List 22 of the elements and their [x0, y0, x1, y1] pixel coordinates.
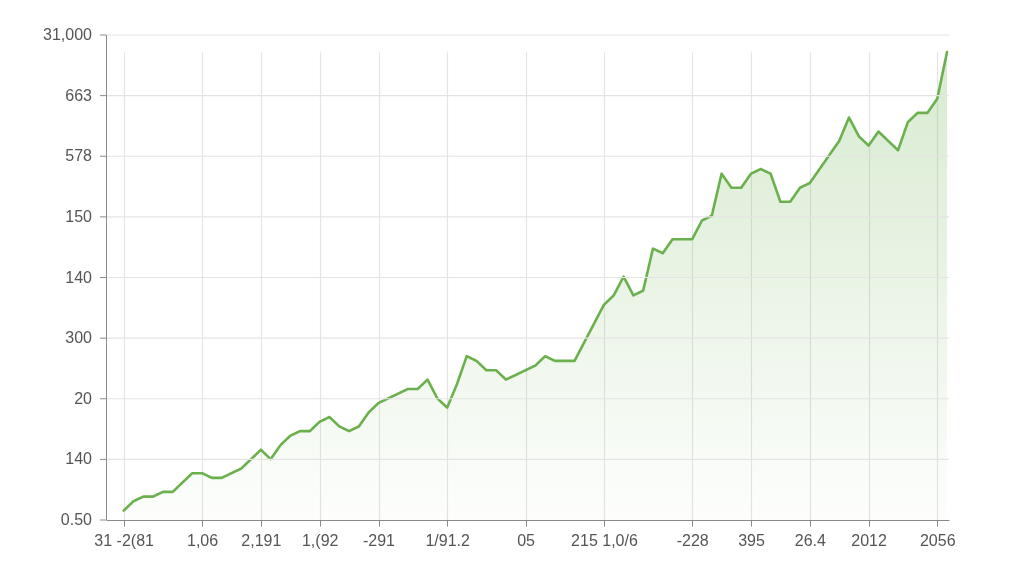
text: 140 [65, 268, 93, 286]
x-tick-label: 2,191 [241, 531, 282, 549]
text: 31,000 [43, 26, 93, 43]
x-tick-label: 1,(92 [301, 531, 339, 549]
x-tick-label: 2012 [851, 531, 888, 549]
text: 20 [74, 389, 93, 407]
x-tick-label: 26.4 [794, 531, 826, 549]
x-tick-label: 395 [738, 531, 765, 549]
x-tick-label: 1/91.2 [425, 531, 470, 549]
x-tick-label: -291 [362, 531, 396, 549]
x-tick-label: 31 -2(81 [94, 531, 155, 549]
x-tick-label: 1,06 [186, 531, 219, 549]
text: 150 [65, 207, 93, 225]
text: 578 [65, 147, 93, 165]
text: 0.50 [60, 511, 93, 528]
x-tick-label: 05 [517, 531, 536, 549]
text: 140 [65, 450, 93, 468]
text: 300 [65, 329, 93, 347]
text: 663 [65, 86, 93, 104]
x-tick-label: 215 1,0/6 [571, 531, 638, 549]
x-tick-label: 2056 [919, 531, 956, 549]
x-tick-label: -228 [676, 531, 709, 549]
